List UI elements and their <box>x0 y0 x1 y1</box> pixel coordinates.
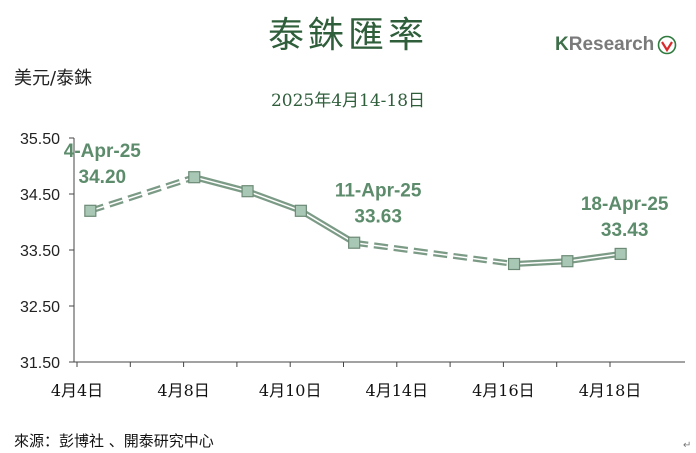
series-segment-inner <box>354 241 515 265</box>
source-note: 來源：彭博社 、開泰研究中心 <box>14 432 214 450</box>
y-tick-label: 35.50 <box>20 131 60 148</box>
logo-k: K <box>555 34 569 55</box>
x-tick-label: 4月14日 <box>366 381 429 400</box>
y-tick-label: 32.50 <box>20 299 60 316</box>
data-point-marker <box>84 204 97 217</box>
chart-title: 泰銖匯率 <box>267 15 428 56</box>
y-tick-label: 33.50 <box>20 243 60 260</box>
annotation-value: 33.43 <box>601 220 649 241</box>
x-axis: 4月4日 4月8日 4月10日 4月14日 4月16日 4月18日 <box>51 361 685 400</box>
series-segment-inner <box>567 253 621 262</box>
series-segment-inner <box>514 260 568 265</box>
data-point-marker <box>241 185 254 198</box>
data-point-marker <box>561 255 574 268</box>
annotation-date: 4-Apr-25 <box>64 141 142 162</box>
x-tick-label: 4月18日 <box>579 381 642 400</box>
series-segment-inner <box>247 190 302 212</box>
annotation-date: 11-Apr-25 <box>335 181 422 202</box>
kresearch-logo: K Research <box>555 34 677 56</box>
data-point-marker <box>188 171 201 184</box>
kasikorn-leaf-icon <box>657 35 677 55</box>
data-point-marker <box>294 204 307 217</box>
series-line <box>89 174 622 267</box>
annotation-value: 33.63 <box>354 207 402 228</box>
paragraph-return-icon: ↵ <box>683 440 692 451</box>
series-segment-inner <box>300 210 355 244</box>
series-segment-inner <box>90 176 195 212</box>
x-tick-label: 4月4日 <box>51 381 103 400</box>
logo-text: Research <box>568 34 655 55</box>
data-point-marker <box>507 257 521 271</box>
data-point-marker <box>348 236 361 249</box>
annotations: 4-Apr-25 34.20 11-Apr-25 33.63 18-Apr-25 33.4… <box>64 141 669 241</box>
annotation-date: 18-Apr-25 <box>581 194 669 215</box>
y-tick-label: 34.50 <box>20 187 60 204</box>
y-tick-label: 31.50 <box>20 355 60 372</box>
series-markers <box>84 171 627 271</box>
y-axis-unit-label: 美元/泰銖 <box>14 68 93 89</box>
annotation-value: 34.20 <box>79 167 127 188</box>
series-segment-inner <box>194 176 248 192</box>
chart-subtitle: 2025年4月14-18日 <box>270 91 426 111</box>
data-point-marker <box>614 247 627 261</box>
x-tick-label: 4月16日 <box>472 381 535 400</box>
x-tick-label: 4月10日 <box>259 381 322 400</box>
x-tick-label: 4月8日 <box>157 381 209 400</box>
y-axis: 31.50 32.50 33.50 34.50 35.50 <box>20 131 75 372</box>
